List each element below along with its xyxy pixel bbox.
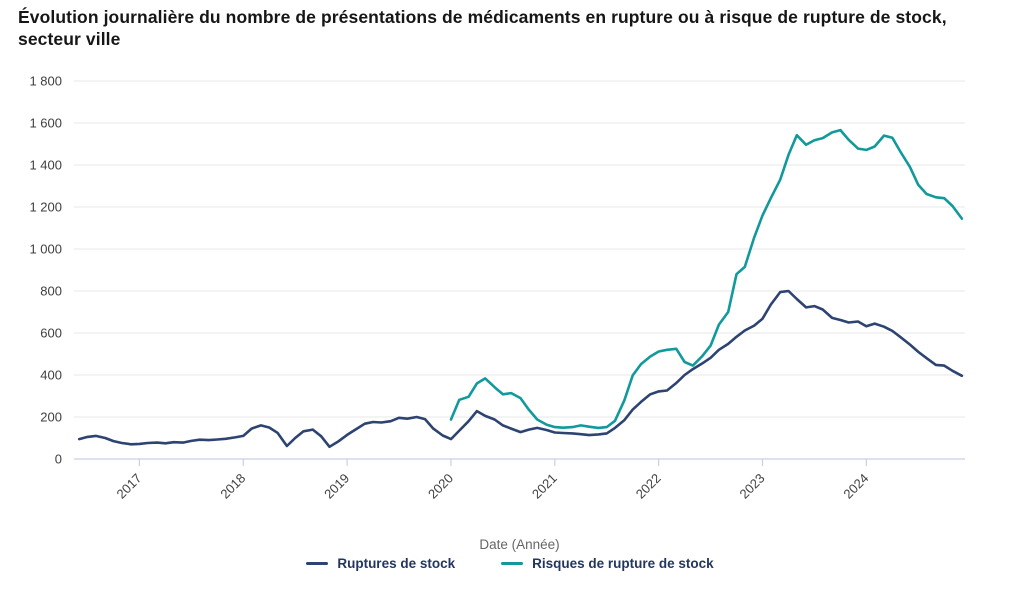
y-tick-label: 1 000 <box>29 242 62 257</box>
y-tick-label: 400 <box>40 368 62 383</box>
chart-title: Évolution journalière du nombre de prése… <box>18 7 947 50</box>
x-tick-label: 2019 <box>321 471 352 502</box>
x-tick-label: 2017 <box>113 471 144 502</box>
y-tick-label: 600 <box>40 326 62 341</box>
legend-label-risques: Risques de rupture de stock <box>532 556 714 571</box>
legend-line-risques-icon <box>501 562 524 565</box>
x-tick-label: 2023 <box>737 471 768 502</box>
x-tick-label: 2020 <box>425 471 456 502</box>
series-line-ruptures-de-stock <box>77 289 964 449</box>
series-line-risques-de-rupture-de-stock <box>449 128 964 430</box>
legend-label-ruptures: Ruptures de stock <box>337 556 456 571</box>
legend-item-risques-de-rupture-de-stock[interactable]: Risques de rupture de stock <box>501 556 714 571</box>
x-axis-title: Date (Année) <box>479 537 559 552</box>
y-tick-label: 800 <box>40 284 62 299</box>
y-tick-label: 0 <box>55 452 62 467</box>
y-tick-label: 1 600 <box>29 116 62 131</box>
y-tick-label: 1 200 <box>29 200 62 215</box>
legend-line-ruptures-icon <box>306 562 329 565</box>
x-tick-label: 2021 <box>529 471 560 502</box>
y-tick-label: 1 400 <box>29 158 62 173</box>
x-tick-label: 2018 <box>217 471 248 502</box>
y-tick-label: 200 <box>40 410 62 425</box>
legend-item-ruptures-de-stock[interactable]: Ruptures de stock <box>306 556 455 571</box>
x-tick-label: 2024 <box>840 471 871 502</box>
x-tick-label: 2022 <box>633 471 664 502</box>
y-tick-label: 1 800 <box>29 74 62 89</box>
legend: Ruptures de stock Risques de rupture de … <box>0 556 1020 571</box>
